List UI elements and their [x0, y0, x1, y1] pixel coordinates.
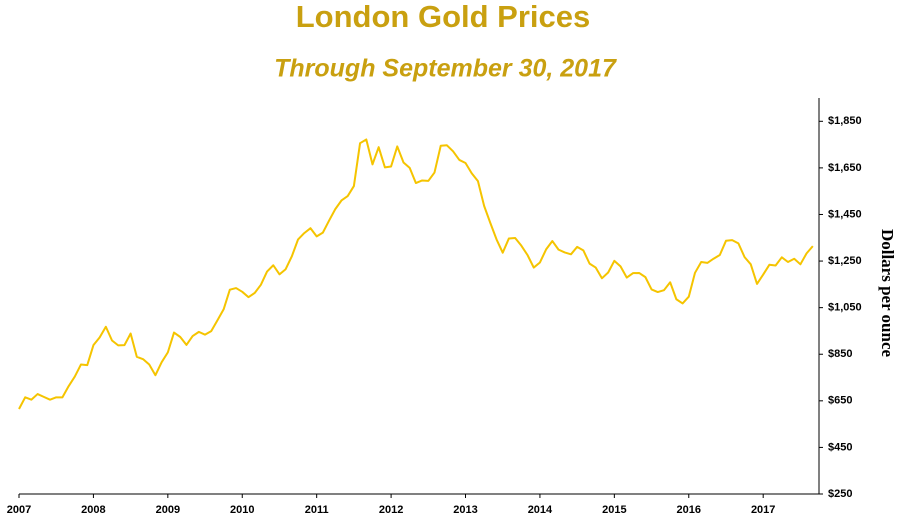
- y-tick-label: $1,450: [828, 208, 862, 220]
- x-tick-label: 2017: [751, 504, 775, 516]
- price-line: [18, 138, 814, 410]
- x-tick-label: 2016: [677, 504, 701, 516]
- x-tick-label: 2012: [379, 504, 403, 516]
- x-tick-label: 2010: [230, 504, 254, 516]
- y-tick-label: $1,850: [828, 115, 862, 127]
- y-tick-label: $850: [828, 348, 852, 360]
- y-tick-label: $1,250: [828, 255, 862, 267]
- x-tick-label: 2011: [305, 504, 329, 516]
- y-tick-label: $1,650: [828, 162, 862, 174]
- y-tick-label: $450: [828, 441, 852, 453]
- y-tick-label: $650: [828, 395, 852, 407]
- x-tick-label: 2013: [453, 504, 477, 516]
- chart-subtitle: Through September 30, 2017: [274, 55, 617, 83]
- x-tick-label: 2014: [528, 504, 553, 516]
- chart-title: London Gold Prices: [296, 0, 591, 34]
- x-tick-label: 2007: [7, 504, 31, 516]
- x-tick-label: 2015: [602, 504, 626, 516]
- y-tick-label: $250: [828, 488, 852, 500]
- x-tick-label: 2008: [81, 504, 105, 516]
- y-tick-label: $1,050: [828, 302, 862, 314]
- y-axis-title: Dollars per ounce: [878, 229, 897, 358]
- x-tick-label: 2009: [156, 504, 180, 516]
